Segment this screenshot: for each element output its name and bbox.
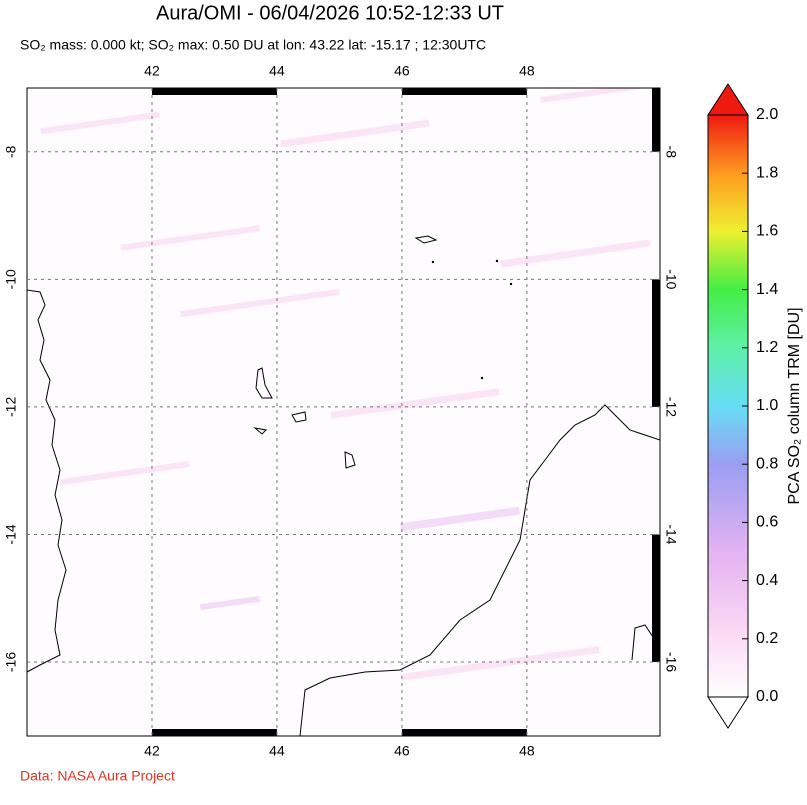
frame-bar: [151, 88, 277, 95]
colorbar-tick-label: 0.2: [756, 630, 778, 647]
x-tick-label: 44: [269, 743, 285, 759]
y-tick-label: -16: [3, 652, 19, 672]
colorbar-tick-label: 0.4: [756, 572, 778, 589]
map-background: [27, 88, 660, 736]
frame-bar: [652, 88, 660, 152]
chart-title: Aura/OMI - 06/04/2026 10:52-12:33 UT: [156, 2, 504, 24]
x-tick-label: 48: [519, 743, 535, 759]
source-note: Data: NASA Aura Project: [20, 768, 175, 784]
y-tick-label: -12: [3, 397, 19, 417]
y-tick-label: -10: [3, 269, 19, 289]
y-tick-label: -8: [663, 146, 679, 159]
y-tick-label: -8: [3, 145, 19, 158]
x-tick-label: 44: [269, 63, 285, 79]
colorbar-tick-label: 2.0: [756, 106, 778, 123]
colorbar-tick-label: 1.0: [756, 397, 778, 414]
colorbar-tick-label: 1.4: [756, 281, 778, 298]
coastlines: [27, 235, 660, 736]
x-tick-label: 42: [144, 63, 160, 79]
colorbar-tick-label: 0.8: [756, 455, 778, 472]
colorbar-tick-label: 1.6: [756, 223, 778, 240]
x-tick-label: 48: [519, 63, 535, 79]
colorbar-extend-high: [707, 83, 749, 116]
x-tick-label: 46: [394, 743, 410, 759]
colorbar-label: PCA SO₂ column TRM [DU]: [786, 307, 803, 504]
chart-subtitle: SO₂ mass: 0.000 kt; SO₂ max: 0.50 DU at …: [20, 37, 486, 53]
frame-bar: [401, 88, 527, 95]
frame-bar: [401, 729, 527, 736]
y-tick-label: -14: [663, 524, 679, 544]
colorbar-extend-low: [707, 696, 749, 729]
frame-bar: [151, 729, 277, 736]
colorbar-tick-label: 0.0: [756, 688, 778, 705]
colorbar-tick-label: 0.6: [756, 514, 778, 531]
frame-bar: [652, 534, 660, 663]
colorbar-tick-label: 1.2: [756, 339, 778, 356]
y-tick-label: -10: [663, 269, 679, 289]
colorbar-tick-label: 1.8: [756, 164, 778, 181]
y-tick-label: -14: [3, 524, 19, 544]
map-frame: [26, 87, 661, 737]
frame-bar: [652, 279, 660, 407]
x-tick-label: 46: [394, 63, 410, 79]
y-tick-label: -12: [663, 397, 679, 417]
x-tick-label: 42: [144, 743, 160, 759]
y-tick-label: -16: [663, 652, 679, 672]
